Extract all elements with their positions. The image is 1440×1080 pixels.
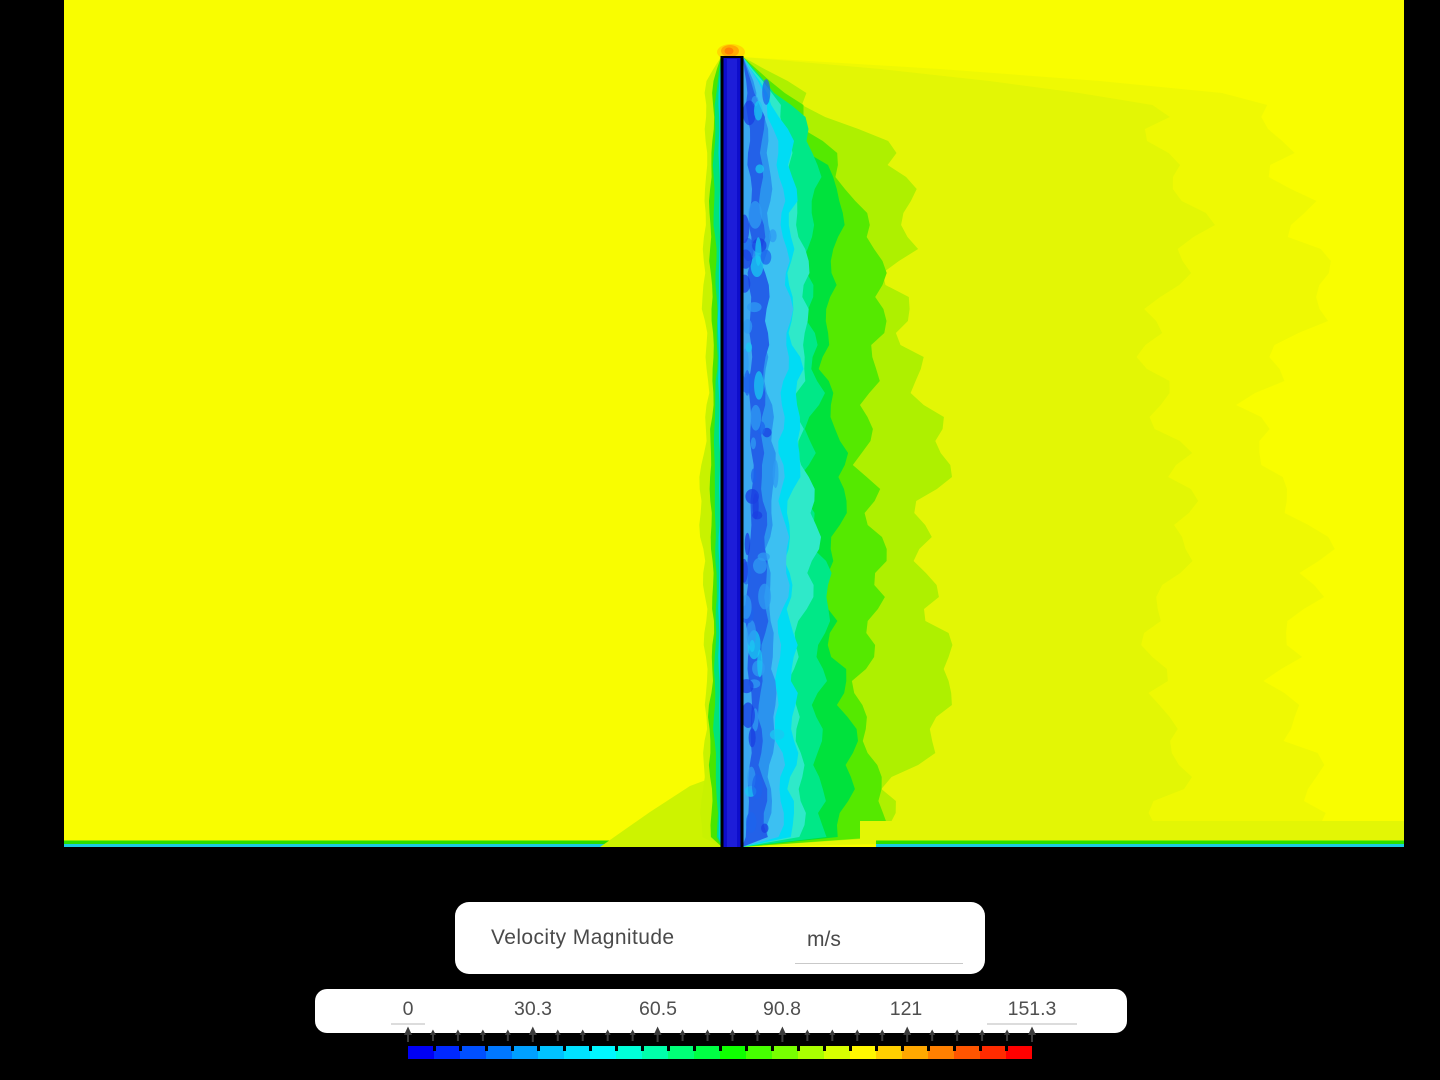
colorbar-notch [874, 1046, 878, 1051]
colorbar-notch [458, 1046, 462, 1051]
colorbar-segment [980, 1046, 1006, 1059]
colorbar-segment [746, 1046, 772, 1059]
scale-max-field[interactable]: 151.3 [987, 998, 1077, 1025]
colorbar-notch [510, 1046, 514, 1051]
colorbar-notch [770, 1046, 774, 1051]
colorbar-segment [538, 1046, 564, 1059]
legend-title: Velocity Magnitude [491, 926, 675, 949]
colorbar-segment [460, 1046, 486, 1059]
colorbar-notch [744, 1046, 748, 1051]
colorbar-notch [692, 1046, 696, 1051]
colorbar-notch [718, 1046, 722, 1051]
colorbar-segment [694, 1046, 720, 1059]
colorbar-notch [666, 1046, 670, 1051]
legend-title-box: Velocity Magnitude m/s [455, 902, 985, 974]
colorbar-notch [614, 1046, 618, 1051]
colorbar-segment [824, 1046, 850, 1059]
legend-unit-field[interactable]: m/s [795, 916, 963, 964]
colorbar-notch [822, 1046, 826, 1051]
colorbar-segment [798, 1046, 824, 1059]
colorbar-segment [564, 1046, 590, 1059]
colorbar-segment [590, 1046, 616, 1059]
colorbar-segment [720, 1046, 746, 1059]
colorbar-segment [850, 1046, 876, 1059]
scale-label: 30.3 [514, 998, 552, 1020]
colorbar-segment [408, 1046, 434, 1059]
colorbar-notch [432, 1046, 436, 1051]
colorbar-notch [640, 1046, 644, 1051]
scale-labels-box: 0 30.3 60.5 90.8 121 151.3 [315, 989, 1127, 1033]
scale-label: 90.8 [763, 998, 801, 1020]
colorbar-segment [512, 1046, 538, 1059]
scale-min-field[interactable]: 0 [391, 998, 425, 1025]
colorbar-segment [486, 1046, 512, 1059]
colorbar-notch [900, 1046, 904, 1051]
scale-label: 60.5 [639, 998, 677, 1020]
colorbar-notch [536, 1046, 540, 1051]
colorbar [408, 1046, 1032, 1059]
colorbar-notch [484, 1046, 488, 1051]
colorbar-segment [434, 1046, 460, 1059]
colorbar-segment [772, 1046, 798, 1059]
cfd-field-canvas[interactable] [0, 0, 1440, 847]
colorbar-notch [926, 1046, 930, 1051]
colorbar-segment [616, 1046, 642, 1059]
colorbar-segment [1006, 1046, 1032, 1059]
colorbar-notch [562, 1046, 566, 1051]
colorbar-notch [588, 1046, 592, 1051]
colorbar-notch [848, 1046, 852, 1051]
colorbar-segment [642, 1046, 668, 1059]
colorbar-segment [928, 1046, 954, 1059]
colorbar-segment [902, 1046, 928, 1059]
colorbar-notch [1004, 1046, 1008, 1051]
colorbar-segment [668, 1046, 694, 1059]
colorbar-notch [978, 1046, 982, 1051]
colorbar-segment [954, 1046, 980, 1059]
colorbar-notch [952, 1046, 956, 1051]
colorbar-segment [876, 1046, 902, 1059]
colorbar-notch [796, 1046, 800, 1051]
scale-label: 121 [889, 998, 923, 1020]
